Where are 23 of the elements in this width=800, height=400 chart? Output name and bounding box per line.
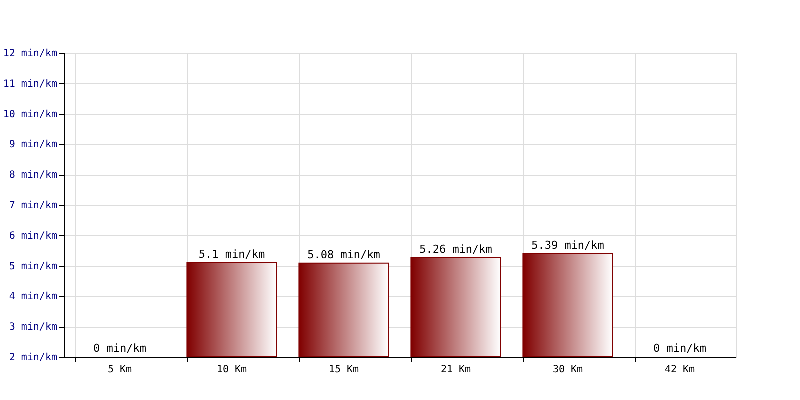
y-tick-label: 10 min/km bbox=[3, 109, 58, 120]
y-tick-label: 6 min/km bbox=[9, 230, 58, 242]
y-tick-label: 4 min/km bbox=[9, 292, 58, 303]
data-label: 5.39 min/km bbox=[532, 238, 605, 252]
x-tick-label: 30 Km bbox=[552, 364, 584, 376]
y-tick-label: 9 min/km bbox=[9, 140, 58, 151]
data-label: 5.08 min/km bbox=[308, 248, 381, 262]
y-tick-label: 8 min/km bbox=[9, 170, 58, 182]
y-tick-label: 7 min/km bbox=[9, 200, 58, 212]
text: 0 min/km bbox=[94, 342, 146, 355]
x-tick-label: 42 Km bbox=[664, 364, 696, 376]
x-tick-label: 10 Km bbox=[216, 364, 248, 376]
text: 0 min/km bbox=[654, 342, 706, 355]
x-tick-label: 5 Km bbox=[108, 364, 132, 376]
y-tick-label: 3 min/km bbox=[9, 322, 58, 334]
y-tick-label: 12 min/km bbox=[3, 48, 58, 60]
y-tick-label: 5 min/km bbox=[9, 261, 58, 272]
x-tick-label: 21 Km bbox=[440, 364, 472, 376]
data-label: 5.1 min/km bbox=[198, 248, 266, 261]
x-tick-label: 15 Km bbox=[328, 364, 360, 376]
data-label: 5.26 min/km bbox=[420, 242, 493, 256]
y-tick-label: 2 min/km bbox=[9, 352, 58, 364]
y-tick-label: 11 min/km bbox=[3, 78, 58, 90]
